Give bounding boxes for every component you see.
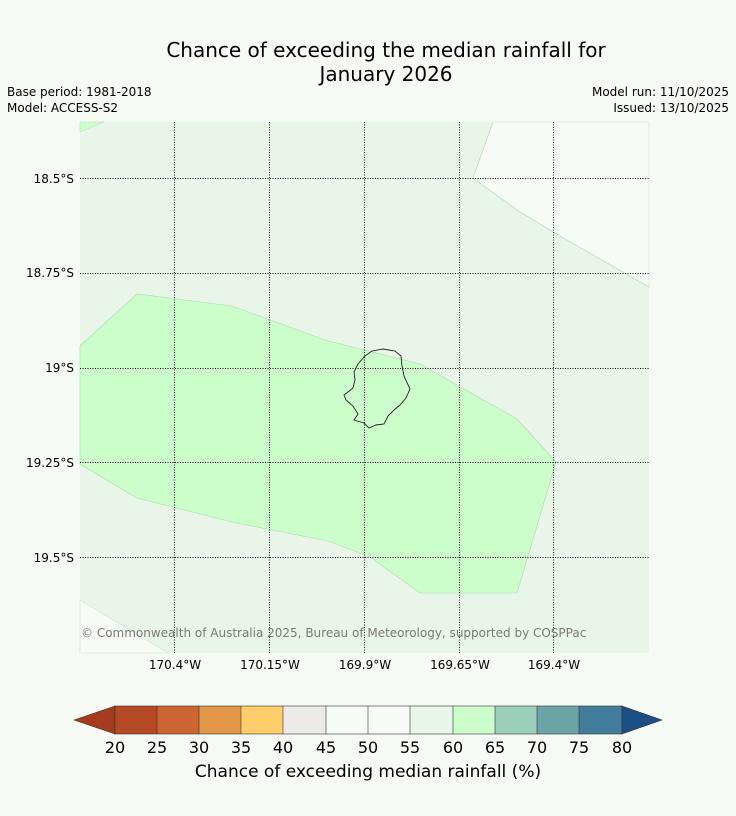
colorbar-tick-30: 30 [188,738,210,757]
colorbar-tick-45: 45 [315,738,337,757]
colorbar-label: Chance of exceeding median rainfall (%) [194,762,542,782]
colorbar-seg-50 [368,706,410,734]
colorbar-extend-high [621,705,663,735]
colorbar-tick-80: 80 [611,738,633,757]
copyright-notice: © Commonwealth of Australia 2025, Bureau… [81,626,587,640]
colorbar-extend-low [73,705,116,735]
colorbar-seg-75 [579,706,622,734]
lon-label-170-15: 170.15°W [240,658,300,672]
colorbar-seg-55 [410,706,453,734]
grid-lines [80,122,649,653]
lat-label-19: 19°S [45,361,74,375]
colorbar-tick-75: 75 [568,738,590,757]
colorbar-seg-60 [453,706,495,734]
colorbar-seg-40 [283,706,326,734]
colorbar-tick-35: 35 [230,738,252,757]
region-island-band [79,293,557,594]
colorbar-tick-40: 40 [272,738,294,757]
title-line-2: January 2026 [319,62,453,86]
colorbar-seg-25 [157,706,199,734]
title-line-1: Chance of exceeding the median rainfall … [166,38,606,62]
lat-label-18-75: 18.75°S [26,266,74,280]
colorbar-seg-45 [326,706,368,734]
chart-title: Chance of exceeding the median rainfall … [0,38,736,86]
lat-label-18-5: 18.5°S [33,172,74,186]
meta-right: Model run: 11/10/2025 Issued: 13/10/2025 [592,84,729,116]
colorbar-seg-30 [199,706,241,734]
colorbar-tick-20: 20 [104,738,126,757]
colorbar-tick-55: 55 [399,738,421,757]
colorbar-tick-60: 60 [442,738,464,757]
lat-label-19-5: 19.5°S [33,551,74,565]
lon-label-169-65: 169.65°W [430,658,490,672]
lon-label-169-4: 169.4°W [527,658,581,672]
issued-date: Issued: 13/10/2025 [613,101,729,115]
island-coastline [343,348,411,429]
model-name: Model: ACCESS-S2 [7,101,119,115]
region-upper-right-edge [472,121,650,288]
colorbar [73,705,663,735]
colorbar-outline [114,705,623,735]
region-top-left-sliver [79,121,105,133]
colorbar-seg-20 [115,706,157,734]
colorbar-seg-65 [495,706,537,734]
meta-left: Base period: 1981-2018 Model: ACCESS-S2 [7,84,152,116]
model-run: Model run: 11/10/2025 [591,85,729,99]
region-bottom-left [79,599,170,654]
colorbar-tick-65: 65 [484,738,506,757]
colorbar-seg-35 [241,706,283,734]
colorbar-seg-70 [537,706,579,734]
lon-label-170-4: 170.4°W [148,658,202,672]
lon-label-169-9: 169.9°W [338,658,392,672]
colorbar-tick-25: 25 [146,738,168,757]
colorbar-tick-70: 70 [526,738,548,757]
base-period: Base period: 1981-2018 [7,85,152,99]
colorbar-dividers [156,706,580,734]
colorbar-tick-50: 50 [357,738,379,757]
lat-label-19-25: 19.25°S [26,456,74,470]
